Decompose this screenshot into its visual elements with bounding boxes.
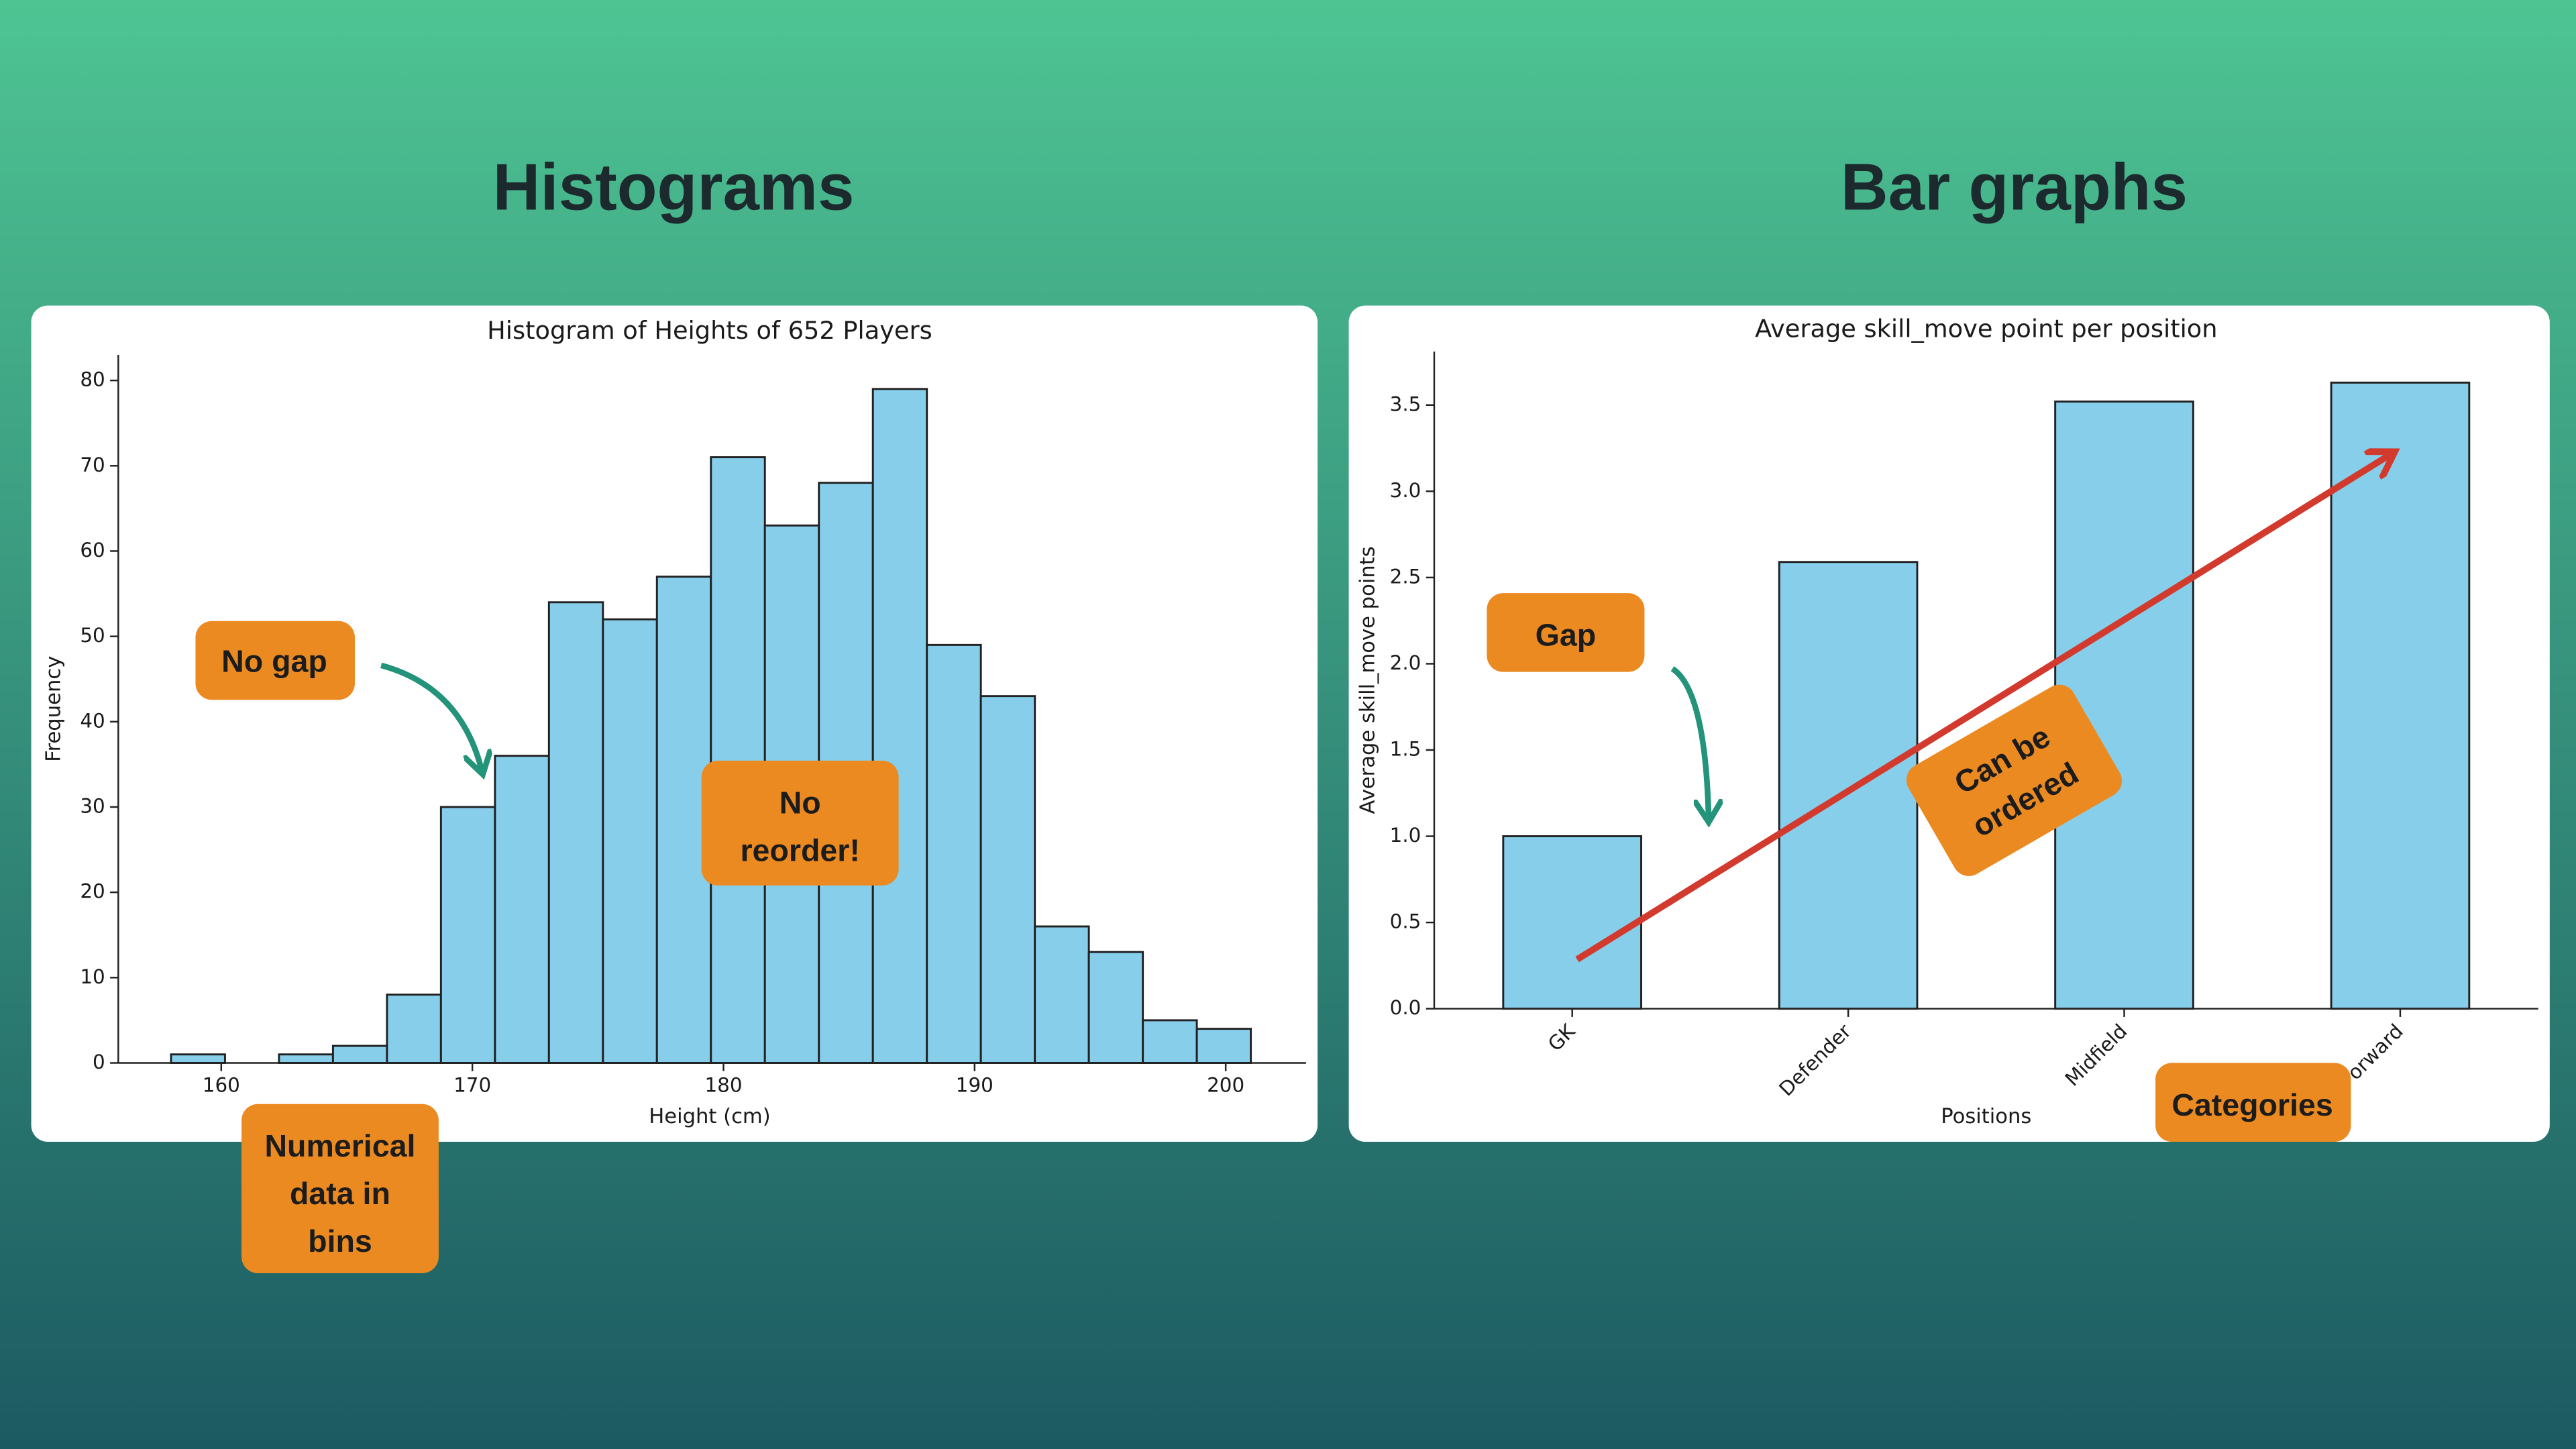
heading: Histograms [493,150,855,223]
y-tick-label: 70 [80,453,105,476]
annotation-box [1487,593,1645,672]
arrow [1575,453,2392,963]
histogram-bar [1034,925,1090,1064]
annotation-box [241,1104,439,1273]
histogram-bar [1195,1028,1252,1064]
arrow [380,662,481,769]
plots: Histogram of Heights of 652 Players Heigh… [42,315,2538,1128]
y-tick-label: 80 [80,368,105,391]
y-tick-label: 0 [93,1051,105,1073]
y-tick-label: 50 [80,624,105,647]
y-tick-label: 30 [80,794,105,817]
y-tick-label: 10 [80,965,105,988]
histogram-bar [278,1053,334,1064]
annotation: No [780,785,821,820]
histogram-bar [871,388,928,1064]
histogram-bar [1142,1019,1198,1064]
annotation: reorder! [740,833,859,867]
x-axis-label: Height (cm) [649,1105,770,1128]
annotation: No gap [221,644,327,679]
y-tick-label: 1.0 [1390,824,1421,847]
chart-title: Histogram of Heights of 652 Players [487,316,932,345]
x-tick-label: 190 [956,1073,994,1096]
chart-title: Average skill_move point per position [1755,315,2217,343]
histogram-bar [602,618,658,1064]
bar [1502,835,1642,1010]
x-tick-label: 160 [203,1073,240,1096]
arrow [1670,666,1709,816]
y-tick-label: 40 [80,709,105,732]
y-axis-label: Average skill_move points [1356,546,1379,814]
histogram-bar [710,456,766,1064]
histogram-bar [494,755,550,1064]
y-tick-label: 1.5 [1390,738,1421,761]
x-tick-label: 180 [704,1073,742,1096]
histogram-bar [1087,951,1144,1064]
card [1348,305,2550,1142]
y-tick-label: 0.5 [1390,910,1421,933]
histogram-bar [439,806,496,1064]
annotation-box [2155,1063,2351,1142]
bar [2330,381,2471,1010]
annotation-box [1906,684,2123,876]
annotation: data in [290,1176,390,1211]
y-tick-label: 0.0 [1390,996,1421,1019]
heading: Bar graphs [1841,150,2188,223]
y-tick-label: 3.5 [1390,392,1421,415]
histogram-bar [386,994,442,1064]
y-axis-label: Frequency [42,656,65,762]
annotation: Numerical [264,1128,415,1163]
histogram-bar [170,1053,226,1064]
x-tick-label: 200 [1207,1073,1244,1096]
y-tick-label: 20 [80,880,105,903]
annotation-box [195,621,355,700]
annotation: Categories [2171,1087,2332,1122]
histogram-bar [547,601,604,1064]
y-tick-label: 60 [80,539,105,561]
bar [1778,561,1919,1010]
annotation-box [701,760,899,885]
histogram-bar [331,1044,388,1064]
x-tick-label: 170 [453,1073,491,1096]
histogram-bar [926,643,982,1064]
y-tick-label: 2.0 [1390,651,1421,674]
annotation: Gap [1536,618,1596,653]
y-tick-label: 3.0 [1390,479,1421,502]
histogram-bar [979,695,1036,1064]
annotation: bins [308,1224,372,1258]
y-tick-label: 2.5 [1390,565,1421,588]
x-axis-label: Positions [1941,1105,2031,1128]
